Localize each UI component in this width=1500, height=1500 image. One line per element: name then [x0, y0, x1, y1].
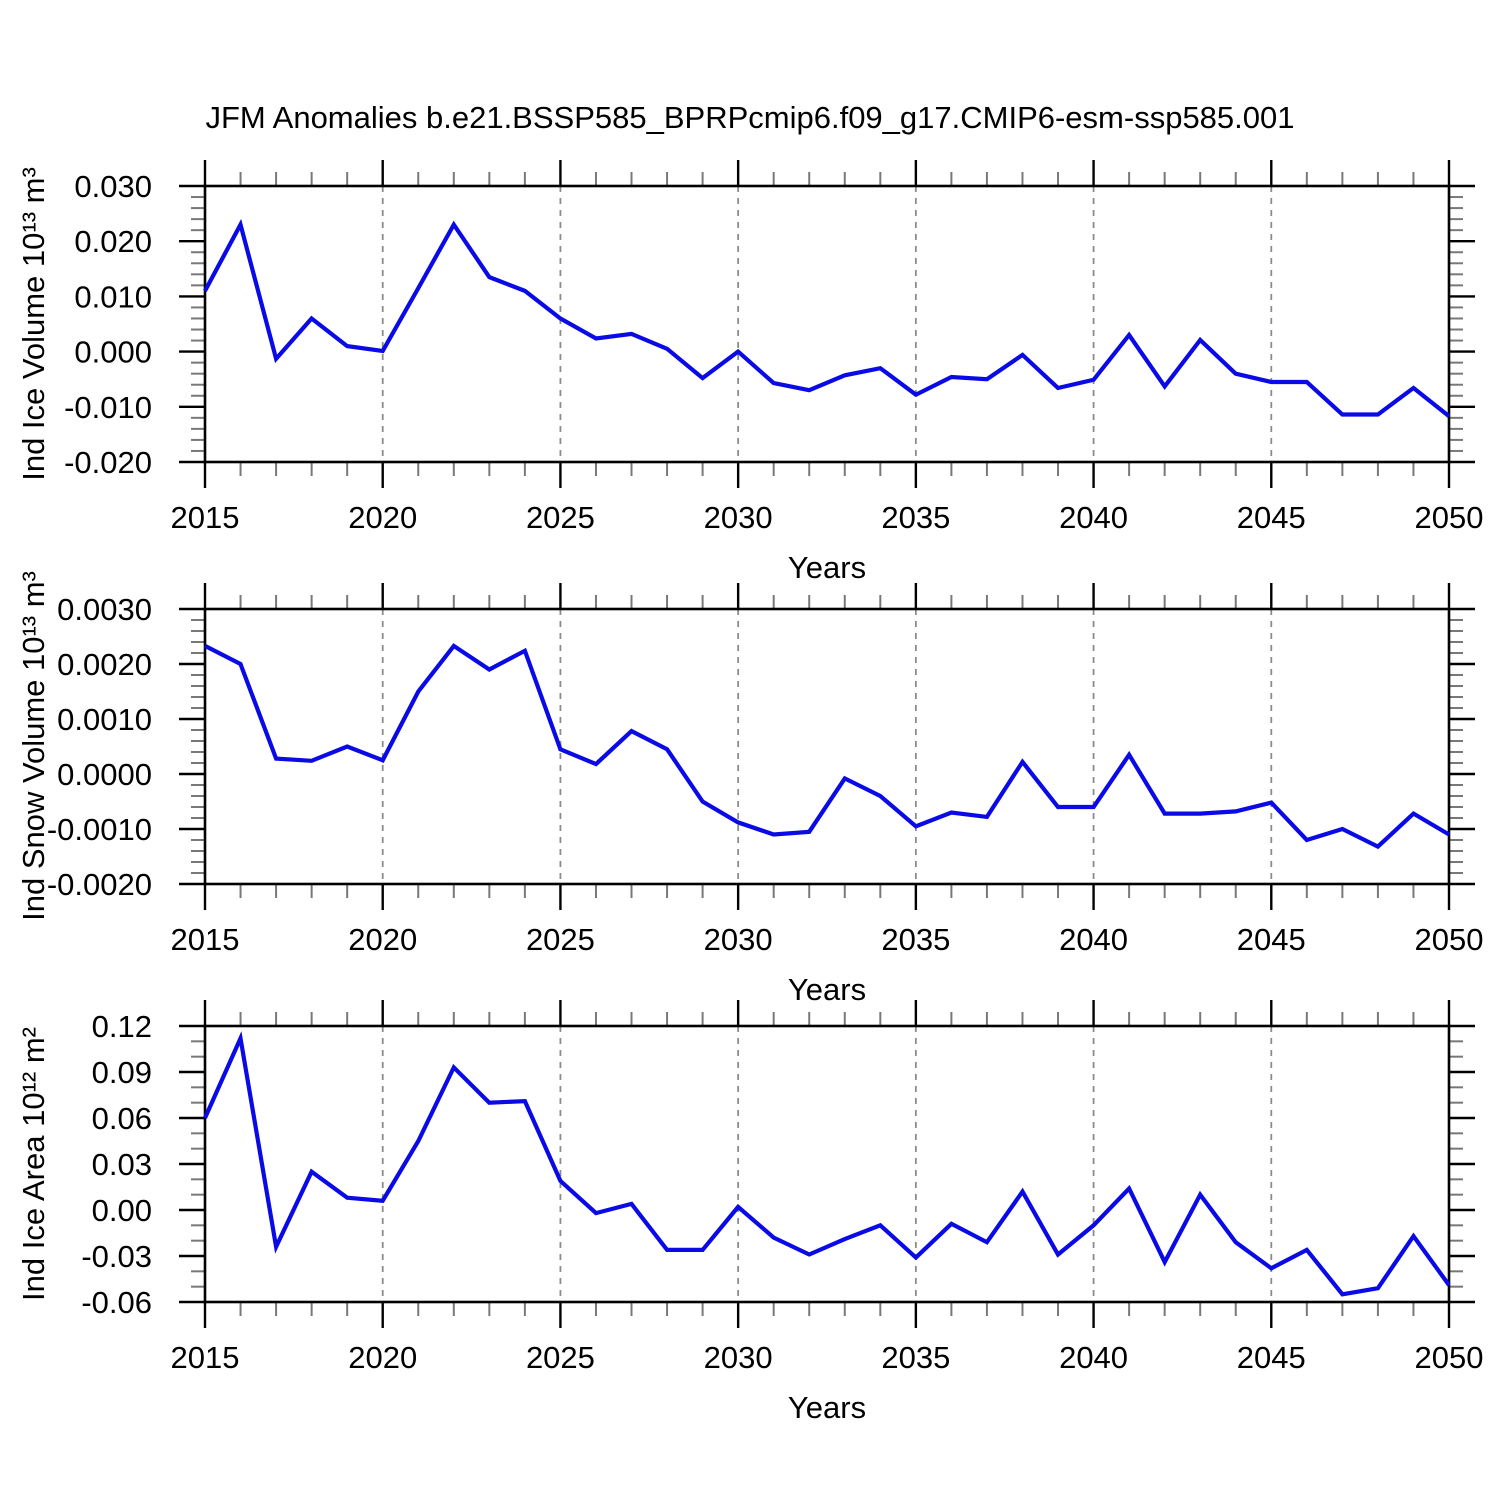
- x-tick-label: 2040: [1059, 500, 1128, 535]
- y-tick-label: 0.0030: [57, 592, 152, 627]
- x-axis-title-panel3: Years: [787, 1390, 867, 1425]
- snow-volume-line: [204, 643, 1451, 850]
- x-axis-title-panel2: Years: [787, 972, 867, 1007]
- ice-volume-line: [203, 218, 1451, 418]
- ice-area-line: [203, 1031, 1451, 1297]
- y-tick-label: 0.000: [74, 335, 152, 370]
- x-axis-title-panel1: Years: [787, 550, 867, 585]
- y-tick-label: -0.010: [64, 390, 152, 425]
- x-tick-label: 2040: [1059, 1340, 1128, 1375]
- x-tick-label: 2030: [704, 922, 773, 957]
- y-tick-label: -0.06: [81, 1285, 152, 1320]
- x-tick-label: 2025: [526, 500, 595, 535]
- x-tick-label: 2035: [881, 500, 950, 535]
- y-tick-label: 0.00: [92, 1193, 152, 1228]
- x-tick-label: 2040: [1059, 922, 1128, 957]
- x-tick-label: 2050: [1415, 922, 1484, 957]
- y-tick-label: 0.0010: [57, 702, 152, 737]
- x-tick-label: 2045: [1237, 500, 1306, 535]
- y-tick-label: 0.010: [74, 279, 152, 314]
- x-tick-label: 2035: [881, 1340, 950, 1375]
- x-tick-label: 2050: [1415, 500, 1484, 535]
- y-tick-label: -0.020: [64, 445, 152, 480]
- y-tick-label: 0.12: [92, 1009, 152, 1044]
- y-tick-label: 0.0020: [57, 647, 152, 682]
- x-tick-label: 2045: [1237, 1340, 1306, 1375]
- figure-title: JFM Anomalies b.e21.BSSP585_BPRPcmip6.f0…: [205, 100, 1295, 135]
- y-tick-label: -0.0020: [47, 867, 152, 902]
- y-tick-label: 0.030: [74, 169, 152, 204]
- x-tick-label: 2045: [1237, 922, 1306, 957]
- panel-ice-volume: 0.030 0.020 0.010 0.000 -0.010 -0.020 2015 2020…: [64, 160, 1483, 535]
- y-tick-label: -0.0010: [47, 812, 152, 847]
- plot-frame: [203, 1024, 1451, 1304]
- panel-ice-area: 0.12 0.09 0.06 0.03 0.00 -0.03 -0.06 2015 2020 20…: [81, 1000, 1483, 1375]
- x-tick-label: 2020: [348, 500, 417, 535]
- x-tick-label: 2035: [881, 922, 950, 957]
- panel-snow-volume: 0.0030 0.0020 0.0010 0.0000 -0.0010 -0.0020 20…: [47, 583, 1484, 957]
- plot-frame: [203, 184, 1451, 464]
- y-tick-label: 0.09: [92, 1055, 152, 1090]
- x-tick-label: 2020: [348, 922, 417, 957]
- x-tick-label: 2015: [171, 500, 240, 535]
- y-tick-label: -0.03: [81, 1239, 152, 1274]
- x-tick-label: 2025: [526, 922, 595, 957]
- y-tick-label: 0.03: [92, 1147, 152, 1182]
- x-tick-label: 2020: [348, 1340, 417, 1375]
- x-tick-label: 2015: [171, 1340, 240, 1375]
- x-tick-label: 2025: [526, 1340, 595, 1375]
- x-tick-label: 2030: [704, 1340, 773, 1375]
- x-tick-label: 2050: [1415, 1340, 1484, 1375]
- y-tick-label: 0.020: [74, 224, 152, 259]
- plot-frame: [203, 607, 1451, 886]
- y-tick-label: 0.0000: [57, 757, 152, 792]
- x-tick-label: 2015: [171, 922, 240, 957]
- x-tick-label: 2030: [704, 500, 773, 535]
- y-tick-label: 0.06: [92, 1101, 152, 1136]
